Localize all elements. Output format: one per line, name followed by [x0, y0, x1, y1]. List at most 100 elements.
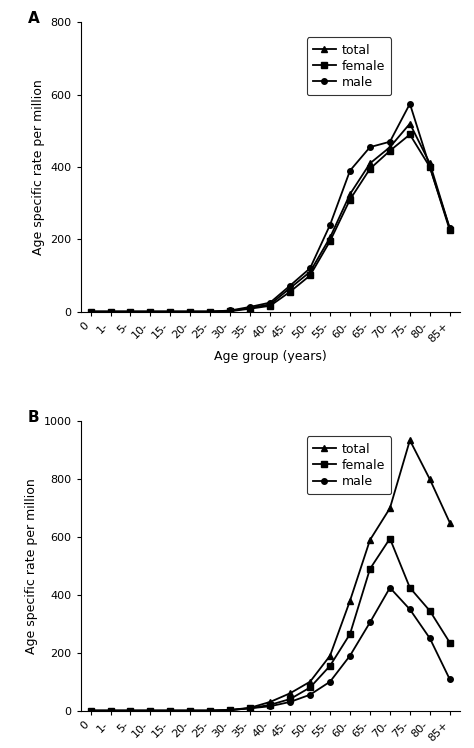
- male: [228, 705, 233, 714]
- female: [427, 607, 433, 616]
- Y-axis label: Age specific rate per million: Age specific rate per million: [32, 79, 45, 255]
- total: [128, 706, 133, 715]
- female: [108, 706, 113, 715]
- male: [147, 706, 153, 715]
- male: [367, 143, 373, 152]
- female: [108, 307, 113, 316]
- Line: female: female: [88, 536, 453, 714]
- total: [327, 233, 333, 242]
- total: [367, 536, 373, 545]
- male: [347, 166, 353, 175]
- Legend: total, female, male: total, female, male: [307, 37, 392, 95]
- female: [407, 583, 413, 592]
- total: [167, 307, 173, 316]
- total: [247, 304, 253, 313]
- total: [287, 689, 293, 698]
- female: [88, 307, 93, 316]
- female: [167, 307, 173, 316]
- female: [228, 307, 233, 316]
- total: [307, 677, 313, 686]
- female: [387, 147, 393, 156]
- male: [387, 583, 393, 592]
- total: [228, 307, 233, 316]
- male: [407, 605, 413, 614]
- male: [208, 706, 213, 715]
- female: [88, 706, 93, 715]
- male: [287, 281, 293, 290]
- total: [387, 143, 393, 152]
- male: [327, 677, 333, 686]
- female: [167, 706, 173, 715]
- total: [267, 300, 273, 309]
- total: [108, 307, 113, 316]
- female: [228, 705, 233, 714]
- male: [447, 675, 453, 684]
- male: [427, 162, 433, 171]
- total: [367, 159, 373, 168]
- female: [367, 565, 373, 574]
- female: [407, 130, 413, 139]
- female: [128, 706, 133, 715]
- female: [307, 271, 313, 280]
- female: [147, 706, 153, 715]
- total: [427, 475, 433, 484]
- total: [188, 307, 193, 316]
- male: [188, 307, 193, 316]
- total: [407, 119, 413, 128]
- total: [208, 307, 213, 316]
- total: [247, 703, 253, 712]
- total: [167, 706, 173, 715]
- male: [167, 706, 173, 715]
- female: [247, 304, 253, 313]
- male: [287, 697, 293, 706]
- male: [208, 307, 213, 316]
- female: [307, 683, 313, 692]
- male: [427, 634, 433, 643]
- female: [327, 236, 333, 245]
- female: [128, 307, 133, 316]
- female: [387, 534, 393, 543]
- male: [247, 302, 253, 311]
- Legend: total, female, male: total, female, male: [307, 436, 392, 494]
- total: [387, 503, 393, 512]
- total: [128, 307, 133, 316]
- female: [447, 226, 453, 235]
- female: [267, 700, 273, 709]
- male: [327, 221, 333, 230]
- total: [347, 596, 353, 605]
- total: [447, 518, 453, 527]
- female: [347, 630, 353, 639]
- total: [208, 706, 213, 715]
- male: [128, 307, 133, 316]
- X-axis label: Age group (years): Age group (years): [214, 350, 327, 363]
- male: [347, 652, 353, 660]
- male: [167, 307, 173, 316]
- female: [287, 695, 293, 704]
- total: [228, 705, 233, 714]
- female: [447, 638, 453, 647]
- female: [427, 162, 433, 171]
- female: [208, 706, 213, 715]
- female: [188, 307, 193, 316]
- Line: male: male: [88, 585, 453, 714]
- Y-axis label: Age specific rate per million: Age specific rate per million: [25, 478, 38, 654]
- Line: male: male: [88, 101, 453, 314]
- male: [447, 224, 453, 233]
- total: [407, 436, 413, 445]
- female: [287, 287, 293, 296]
- total: [147, 307, 153, 316]
- male: [88, 706, 93, 715]
- Line: total: total: [88, 121, 453, 314]
- male: [307, 264, 313, 273]
- male: [108, 307, 113, 316]
- male: [267, 298, 273, 307]
- total: [88, 706, 93, 715]
- male: [307, 690, 313, 699]
- total: [147, 706, 153, 715]
- total: [447, 224, 453, 233]
- total: [188, 706, 193, 715]
- total: [427, 159, 433, 168]
- male: [228, 306, 233, 315]
- male: [367, 618, 373, 627]
- Line: total: total: [88, 438, 453, 714]
